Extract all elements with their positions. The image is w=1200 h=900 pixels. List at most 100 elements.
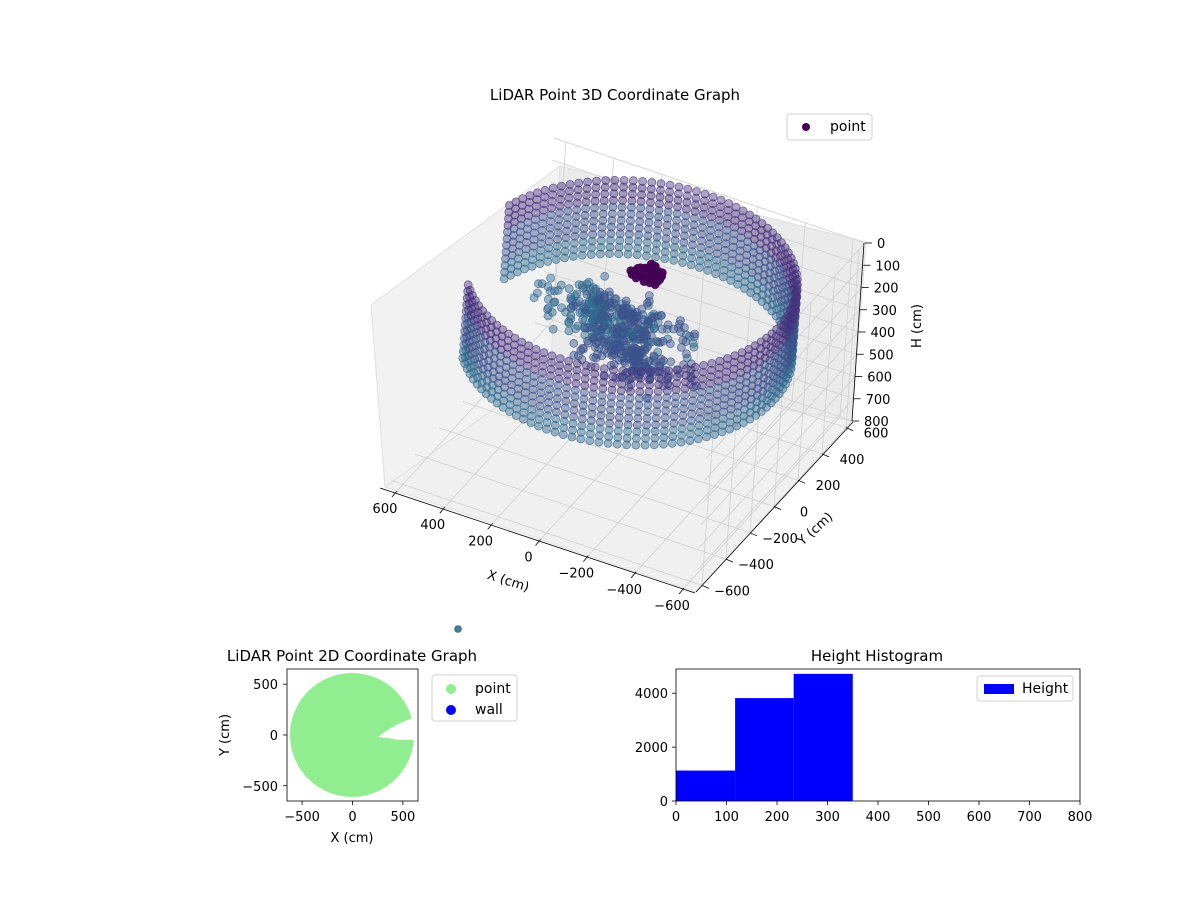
data-point bbox=[612, 439, 622, 449]
data-point bbox=[749, 241, 759, 251]
data-point bbox=[546, 273, 555, 283]
data-point bbox=[655, 192, 665, 202]
data-point bbox=[660, 247, 670, 257]
x-tick-label-hist: 100 bbox=[714, 810, 739, 825]
data-point bbox=[673, 202, 682, 212]
data-point bbox=[619, 175, 629, 185]
data-point bbox=[640, 440, 650, 450]
data-point bbox=[636, 196, 646, 206]
data-point bbox=[712, 255, 721, 265]
data-point bbox=[703, 412, 713, 422]
data-point bbox=[727, 391, 737, 401]
data-point bbox=[594, 343, 604, 353]
y-tick-label: 200 bbox=[816, 479, 841, 494]
data-point bbox=[722, 367, 731, 377]
data-point bbox=[691, 200, 700, 210]
data-point bbox=[543, 250, 553, 260]
data-point bbox=[539, 205, 549, 215]
data-point bbox=[582, 286, 591, 296]
data-point bbox=[704, 398, 714, 408]
data-point bbox=[633, 237, 643, 246]
data-point bbox=[673, 195, 683, 205]
data-point bbox=[535, 259, 545, 269]
data-point bbox=[681, 218, 690, 227]
data-point bbox=[607, 215, 617, 225]
data-point bbox=[790, 264, 800, 274]
data-point bbox=[546, 216, 556, 226]
data-point bbox=[591, 295, 600, 305]
data-point bbox=[637, 183, 647, 193]
data-point bbox=[581, 197, 591, 207]
y-axis-label-2d: Y (cm) bbox=[218, 714, 233, 757]
x-tick-label-hist: 800 bbox=[1068, 810, 1093, 825]
data-point bbox=[670, 242, 679, 252]
data-point bbox=[551, 255, 561, 264]
z-tick-label: 500 bbox=[869, 348, 894, 363]
data-point bbox=[591, 183, 601, 193]
data-point bbox=[618, 189, 628, 199]
data-point bbox=[679, 244, 688, 254]
x-tick-label-hist: 300 bbox=[815, 810, 840, 825]
data-point bbox=[585, 436, 595, 446]
data-point bbox=[642, 251, 651, 261]
data-point bbox=[748, 254, 758, 264]
data-point bbox=[734, 266, 744, 276]
data-point bbox=[698, 216, 708, 226]
data-point bbox=[564, 318, 574, 328]
data-point bbox=[727, 256, 737, 265]
data-point bbox=[698, 223, 707, 232]
data-point bbox=[573, 191, 583, 201]
data-point bbox=[591, 189, 600, 199]
data-point bbox=[682, 349, 691, 359]
data-point bbox=[669, 324, 678, 334]
data-point bbox=[666, 357, 676, 367]
data-point bbox=[692, 187, 701, 196]
data-point bbox=[720, 245, 730, 255]
data-point bbox=[723, 205, 733, 215]
data-point bbox=[560, 246, 570, 256]
data-point bbox=[597, 229, 607, 239]
data-point bbox=[555, 201, 565, 211]
y-tick-mark bbox=[821, 453, 830, 458]
data-point bbox=[714, 363, 724, 373]
data-point bbox=[600, 189, 610, 199]
x-tick-label: 200 bbox=[468, 534, 493, 549]
ticks-hist: 0 100 200 300 400 500 600 700 800 0 2000 4000 bbox=[635, 687, 1093, 825]
data-point bbox=[696, 249, 705, 259]
data-point bbox=[671, 222, 681, 232]
data-point bbox=[574, 178, 584, 188]
x-tick-label-hist: 700 bbox=[1017, 810, 1042, 825]
data-point bbox=[713, 242, 722, 252]
legend-point-marker bbox=[446, 684, 456, 694]
data-point bbox=[653, 219, 663, 229]
data-point bbox=[726, 411, 735, 421]
histogram-title: Height Histogram bbox=[811, 647, 943, 665]
data-point bbox=[634, 324, 643, 334]
data-point bbox=[689, 227, 698, 236]
data-point bbox=[729, 229, 739, 239]
data-point bbox=[580, 217, 589, 227]
histogram-bar bbox=[735, 698, 794, 801]
data-point bbox=[710, 430, 719, 439]
data-point bbox=[617, 311, 627, 321]
z-tick-label: 400 bbox=[871, 326, 896, 341]
data-point bbox=[547, 196, 557, 206]
legend-3d: point bbox=[786, 113, 873, 141]
data-point bbox=[729, 371, 738, 381]
y-tick-label: 0 bbox=[800, 506, 808, 521]
data-point bbox=[543, 305, 552, 314]
data-point bbox=[715, 356, 725, 366]
data-point bbox=[599, 196, 609, 206]
data-point bbox=[688, 233, 698, 243]
data-point bbox=[737, 219, 747, 229]
chart-2d-title: LiDAR Point 2D Coordinate Graph bbox=[227, 647, 477, 665]
data-point bbox=[678, 335, 688, 345]
data-point bbox=[603, 438, 613, 448]
data-point bbox=[700, 189, 710, 199]
data-point bbox=[664, 200, 673, 210]
data-point bbox=[679, 238, 689, 247]
data-point bbox=[642, 244, 652, 254]
data-point bbox=[644, 224, 653, 234]
data-point bbox=[728, 249, 737, 259]
data-point bbox=[616, 215, 626, 225]
